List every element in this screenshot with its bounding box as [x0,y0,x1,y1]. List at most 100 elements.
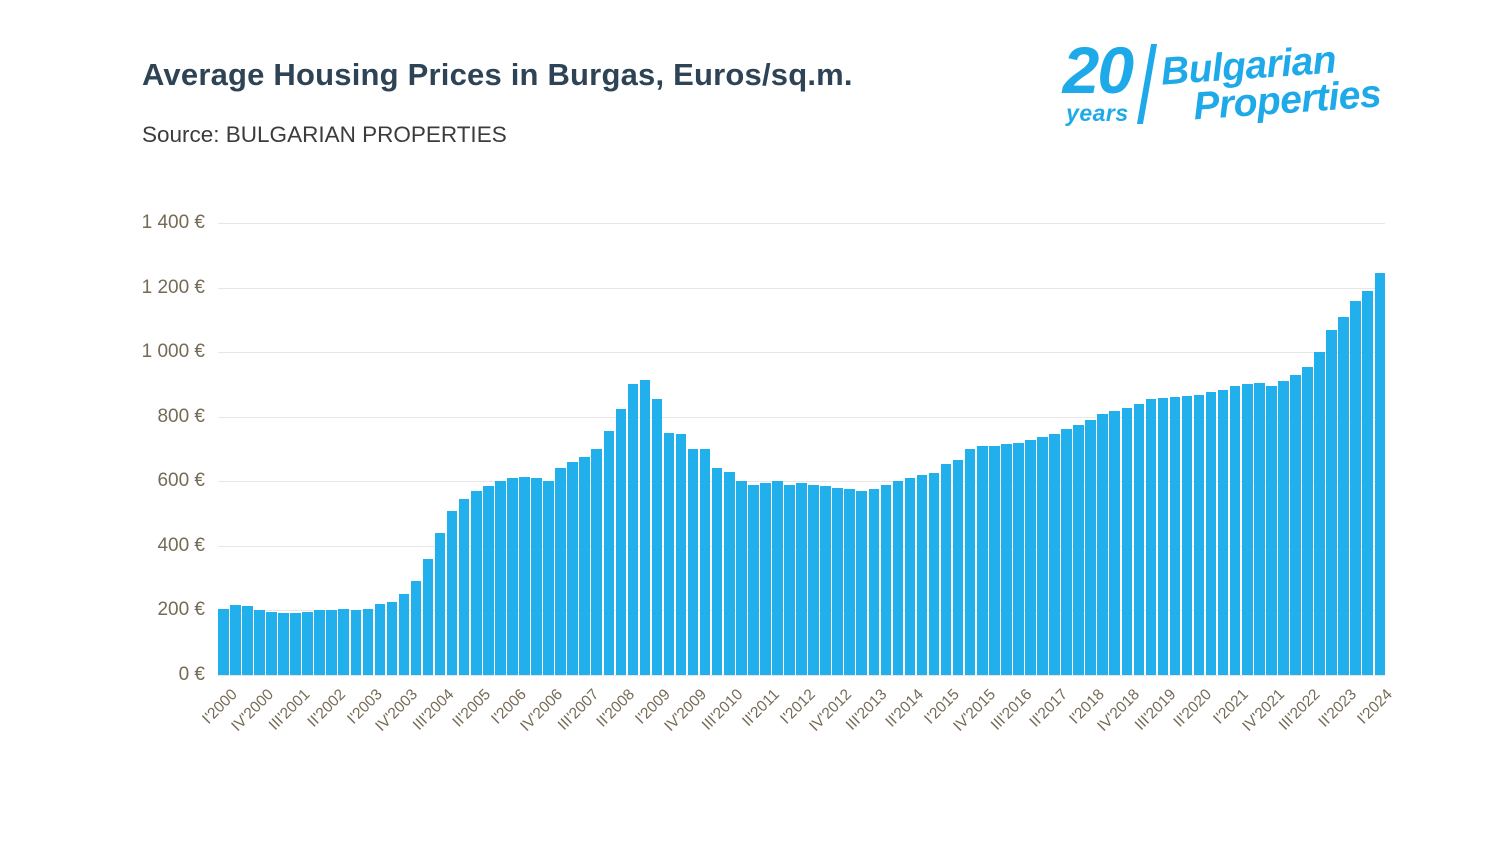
bar-III'2006[interactable] [531,478,542,675]
bar-III'2021[interactable] [1254,382,1265,675]
bar-I'2007[interactable] [555,468,566,675]
bar-II'2020[interactable] [1193,394,1205,675]
bar-IV'2017[interactable] [1073,424,1084,675]
bar-I'2008[interactable] [603,431,615,675]
bar-II'2003[interactable] [374,603,386,675]
bar-IV'2002[interactable] [350,609,362,675]
bar-I'2000[interactable] [218,608,229,675]
bar-I'2022[interactable] [1278,381,1289,675]
bar-IV'2006[interactable] [543,480,554,675]
bar-II'2014[interactable] [904,478,916,675]
bar-IV'2015[interactable] [976,445,988,675]
bar-III'2002[interactable] [338,608,350,675]
bar-III'2020[interactable] [1205,392,1217,675]
bar-II'2007[interactable] [567,461,578,675]
bar-I'2021[interactable] [1229,386,1241,675]
bar-IV'2001[interactable] [302,612,313,675]
bar-IV'2010[interactable] [736,481,747,675]
bar-I'2002[interactable] [314,610,325,675]
bar-IV'2019[interactable] [1169,396,1181,675]
bar-III'2012[interactable] [820,486,831,675]
bar-IV'2012[interactable] [832,487,843,675]
bar-III'2009[interactable] [675,434,687,675]
bar-I'2017[interactable] [1037,436,1048,675]
bar-IV'2004[interactable] [446,511,458,675]
bar-III'2007[interactable] [579,456,590,675]
bar-I'2010[interactable] [699,449,711,675]
bar-I'2015[interactable] [940,463,952,675]
bar-I'2018[interactable] [1085,419,1096,675]
bar-I'2003[interactable] [362,608,374,675]
bar-I'2006[interactable] [507,478,518,675]
bar-IV'2018[interactable] [1121,408,1133,675]
bar-I'2005[interactable] [458,499,470,675]
bar-III'2019[interactable] [1157,398,1169,675]
bar-I'2009[interactable] [651,398,663,675]
bar-II'2011[interactable] [760,482,771,675]
bar-I'2023[interactable] [1326,329,1337,675]
bar-I'2016[interactable] [989,445,1000,675]
bar-I'2024[interactable] [1374,273,1386,675]
bar-III'2014[interactable] [916,475,928,675]
bar-IV'2003[interactable] [398,594,410,675]
bar-IV'2023[interactable] [1362,290,1373,675]
bar-II'2002[interactable] [326,609,337,675]
bar-III'2010[interactable] [723,471,735,675]
bar-IV'2016[interactable] [1025,439,1036,675]
bar-II'2000[interactable] [230,604,241,675]
bar-IV'2020[interactable] [1217,390,1229,675]
bar-III'2023[interactable] [1350,300,1361,675]
bar-I'2004[interactable] [410,581,422,675]
bar-I'2013[interactable] [844,489,855,675]
bar-IV'2013[interactable] [880,484,892,675]
bar-II'2015[interactable] [952,460,964,675]
bar-I'2014[interactable] [892,481,904,675]
bars-container [218,223,1386,675]
bar-II'2001[interactable] [278,613,289,675]
bar-III'2004[interactable] [434,532,446,675]
bar-III'2015[interactable] [964,449,976,675]
bar-II'2009[interactable] [663,432,675,675]
bar-I'2012[interactable] [796,482,807,675]
bar-II'2013[interactable] [856,490,868,675]
bar-II'2006[interactable] [519,476,530,675]
bar-III'2001[interactable] [290,613,301,675]
bar-I'2020[interactable] [1181,396,1193,675]
bar-II'2012[interactable] [808,485,819,675]
bar-II'2019[interactable] [1145,399,1157,675]
bar-III'2005[interactable] [483,486,494,675]
bar-IV'2014[interactable] [928,473,940,675]
bar-IV'2022[interactable] [1314,352,1325,675]
bar-III'2013[interactable] [868,489,880,675]
bar-IV'2009[interactable] [687,449,699,675]
bar-II'2005[interactable] [470,490,482,675]
bar-IV'2000[interactable] [254,610,265,675]
bar-II'2018[interactable] [1097,414,1108,675]
bar-III'2003[interactable] [386,602,398,675]
bar-I'2019[interactable] [1133,403,1145,675]
bar-III'2018[interactable] [1109,410,1121,675]
bar-II'2022[interactable] [1290,374,1301,675]
bar-I'2011[interactable] [748,484,759,675]
bar-IV'2005[interactable] [495,481,506,675]
bar-II'2010[interactable] [711,468,723,675]
bar-II'2016[interactable] [1001,444,1012,675]
bar-III'2017[interactable] [1061,428,1072,675]
bar-II'2021[interactable] [1241,384,1253,675]
x-tick-label: II'2023 [1315,686,1360,731]
bar-II'2008[interactable] [615,408,627,675]
bar-IV'2007[interactable] [591,449,602,675]
bar-III'2008[interactable] [627,384,639,675]
gridline [218,287,1385,289]
bar-I'2001[interactable] [266,611,277,675]
bar-III'2016[interactable] [1013,443,1024,675]
bar-II'2004[interactable] [422,558,434,675]
bar-III'2000[interactable] [242,605,253,675]
bar-II'2017[interactable] [1049,433,1060,675]
bar-III'2011[interactable] [772,481,783,675]
bar-III'2022[interactable] [1302,366,1313,675]
bar-IV'2008[interactable] [639,379,651,675]
bar-IV'2011[interactable] [784,484,795,675]
bar-IV'2021[interactable] [1266,386,1277,675]
bar-II'2023[interactable] [1338,316,1349,675]
